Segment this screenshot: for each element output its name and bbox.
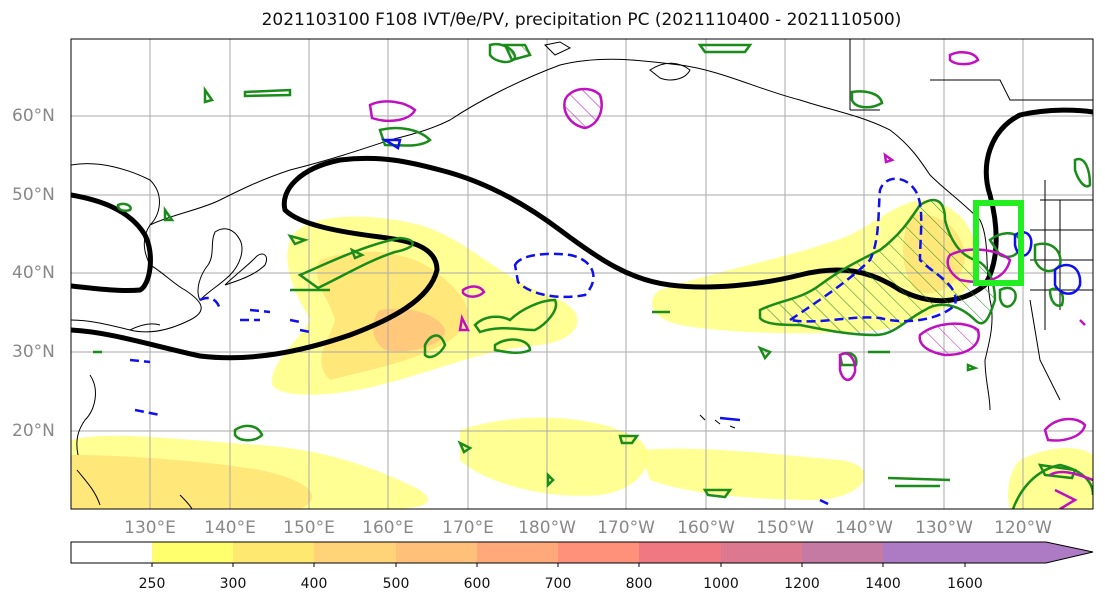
colorbar-bin-2	[314, 542, 396, 563]
colorbar-bin-4	[477, 542, 558, 563]
colorbar-bin-6	[639, 542, 721, 563]
lon-label-170e: 170°E	[442, 518, 494, 538]
lon-label-150w: 150°W	[756, 518, 814, 538]
target-region-box	[973, 200, 1024, 286]
lat-label-20n: 20°N	[12, 421, 55, 441]
colorbar-bin-3	[396, 542, 477, 563]
lon-label-160w: 160°W	[677, 518, 735, 538]
colorbar-bin-8	[802, 542, 883, 563]
lat-label-60n: 60°N	[12, 106, 55, 126]
colorbar-label-400: 400	[300, 576, 328, 592]
colorbar-label-1400: 1400	[865, 576, 901, 592]
map-panel	[71, 39, 1093, 509]
lon-label-150e: 150°E	[283, 518, 335, 538]
lon-label-180w: 180°W	[518, 518, 576, 538]
blue-dashed-contours	[129, 177, 957, 507]
map-title: 2021103100 F108 IVT/θe/PV, precipitation…	[70, 10, 1093, 30]
lat-label-40n: 40°N	[12, 263, 55, 283]
coastlines	[71, 39, 1093, 509]
colorbar-bin-7	[721, 542, 802, 563]
lon-label-170w: 170°W	[597, 518, 655, 538]
colorbar-label-700: 700	[544, 576, 572, 592]
colorbar-bin-9	[883, 542, 965, 563]
colorbar-bin-5	[558, 542, 639, 563]
lat-label-50n: 50°N	[12, 185, 55, 205]
colorbar-label-500: 500	[382, 576, 410, 592]
colorbar-extend-arrow	[965, 542, 1093, 563]
lon-label-130e: 130°E	[124, 518, 176, 538]
colorbar-label-600: 600	[463, 576, 491, 592]
lon-label-140w: 140°W	[835, 518, 893, 538]
jet-stream-lines	[71, 107, 1093, 361]
colorbar-bin-0	[152, 542, 233, 563]
lon-label-160e: 160°E	[362, 518, 414, 538]
magenta-contours	[368, 51, 1093, 509]
lat-label-30n: 30°N	[12, 342, 55, 362]
lon-label-130w: 130°W	[915, 518, 973, 538]
colorbar-label-250: 250	[138, 576, 166, 592]
colorbar-label-1200: 1200	[784, 576, 820, 592]
map-frame	[70, 38, 1094, 510]
colorbar-label-1600: 1600	[947, 576, 983, 592]
colorbar	[70, 541, 1094, 567]
lon-label-120w: 120°W	[994, 518, 1052, 538]
colorbar-label-300: 300	[219, 576, 247, 592]
colorbar-label-1000: 1000	[703, 576, 739, 592]
title-text: 2021103100 F108 IVT/θe/PV, precipitation…	[261, 10, 902, 30]
colorbar-label-800: 800	[625, 576, 653, 592]
colorbar-bin-1	[233, 542, 314, 563]
lon-label-140e: 140°E	[204, 518, 256, 538]
